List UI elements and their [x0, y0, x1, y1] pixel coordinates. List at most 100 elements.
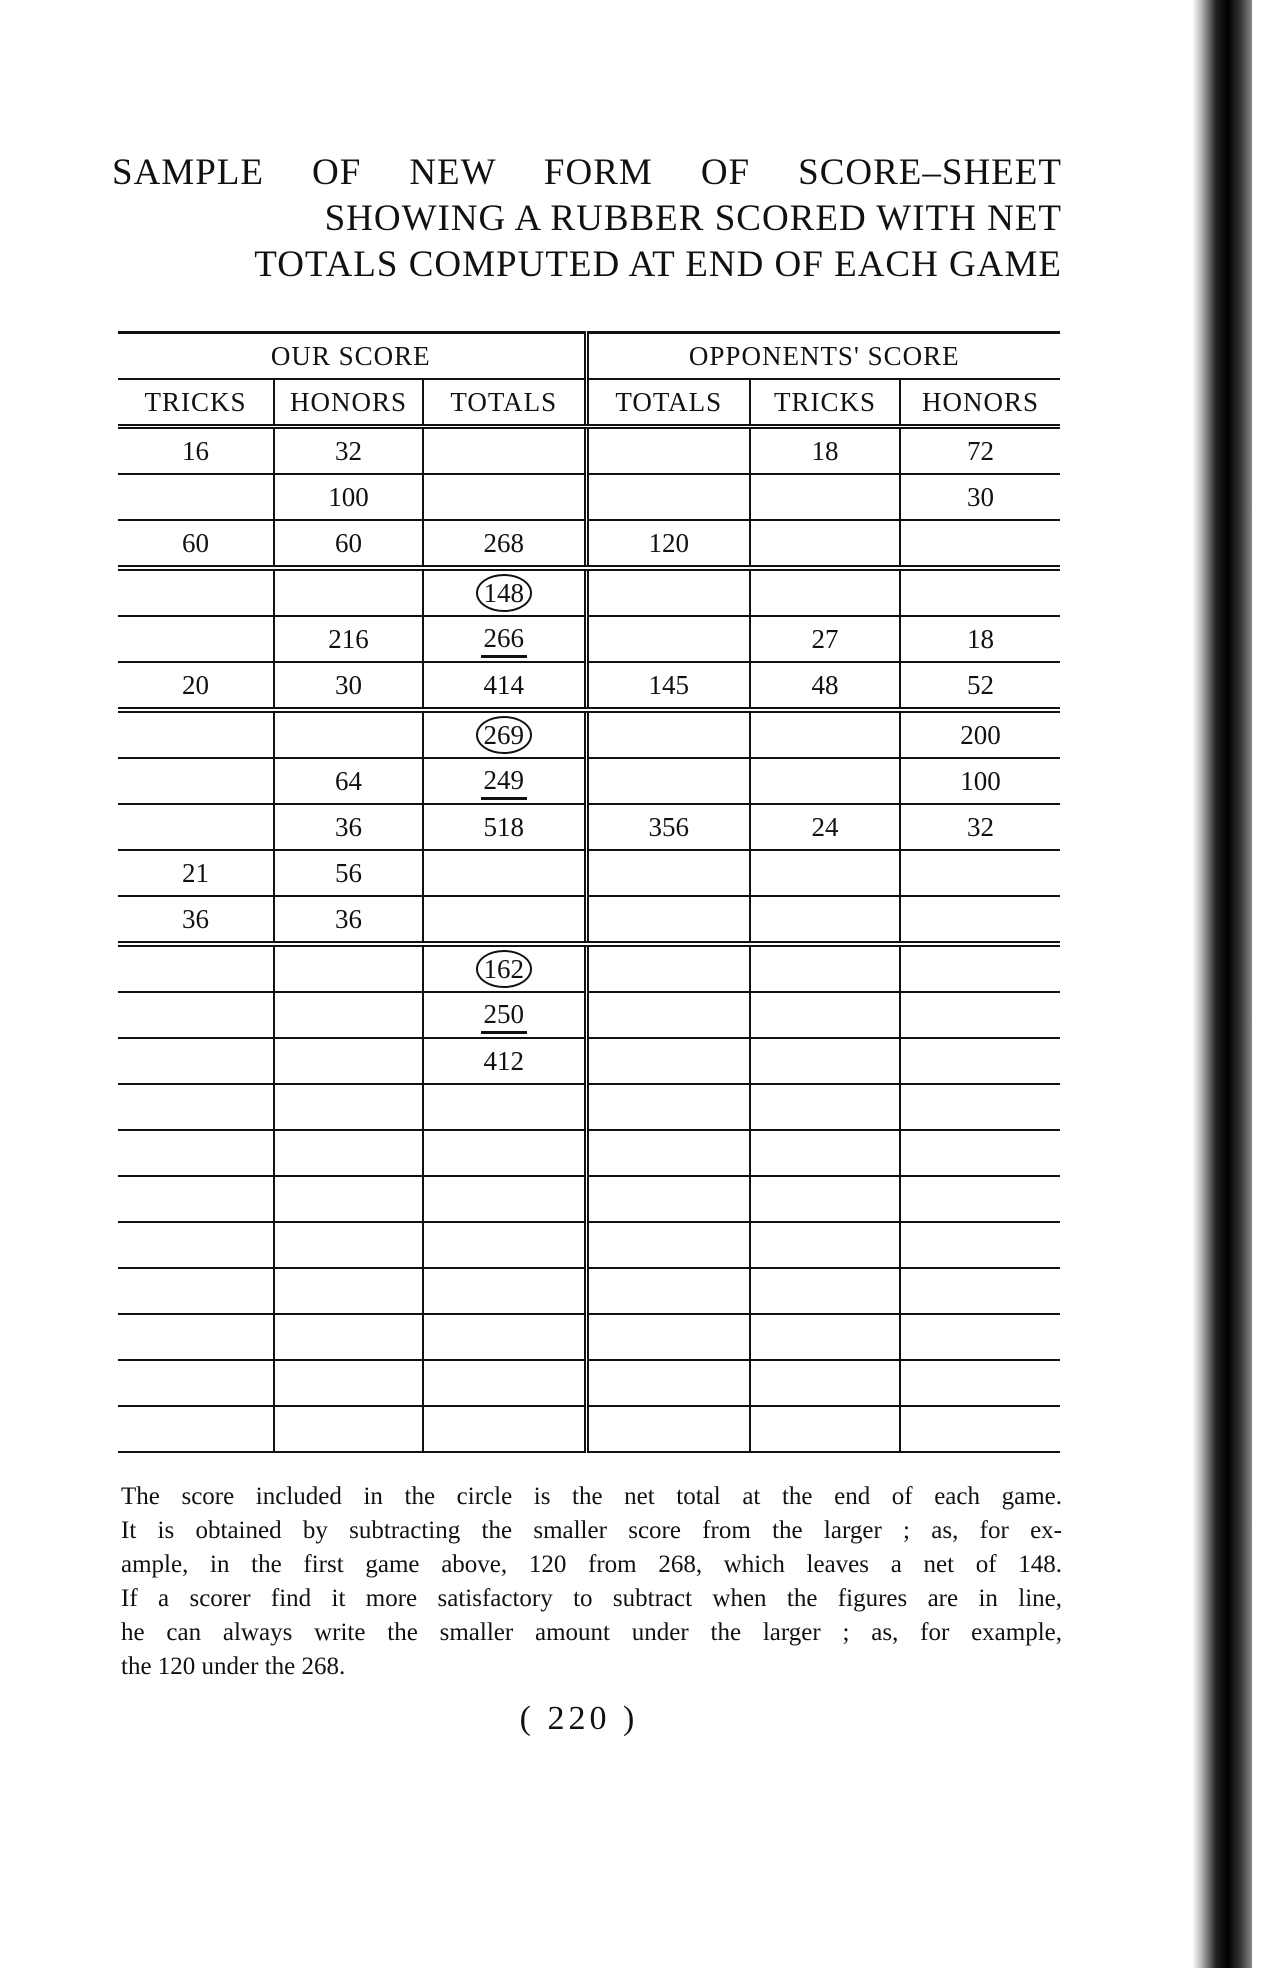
table-row: 36 36: [118, 896, 1061, 947]
score-cell: [749, 1222, 900, 1269]
score-cell: [749, 710, 900, 759]
score-value: 100: [328, 481, 369, 512]
score-cell: 60: [118, 520, 274, 571]
score-cell: [749, 1314, 900, 1361]
score-cell: 162: [422, 944, 586, 993]
table-row: 269 200: [118, 710, 1061, 759]
score-cell: 250: [422, 992, 586, 1039]
group-header-our-score: OUR SCORE: [118, 331, 586, 380]
table-row: 60 60 268 120: [118, 520, 1061, 571]
score-value: 268: [483, 527, 525, 558]
column-header-honors: HONORS: [898, 379, 1061, 429]
score-cell: [273, 1360, 423, 1407]
score-cell: [422, 1176, 586, 1223]
column-header-tricks: TRICKS: [749, 379, 900, 429]
score-cell: [273, 710, 423, 759]
score-value: 120: [648, 527, 690, 558]
table-row: [118, 1222, 1061, 1269]
score-cell: [422, 1406, 586, 1453]
score-cell: 356: [583, 804, 750, 851]
title-line-2: SHOWING A RUBBER SCORED WITH NET: [324, 198, 1062, 239]
score-cell: [422, 1360, 586, 1407]
score-cell: 56: [273, 850, 423, 897]
table-row: [118, 1360, 1061, 1407]
score-cell: [583, 1314, 750, 1361]
score-cell: [749, 896, 900, 947]
score-cell: [583, 474, 750, 521]
score-cell: 36: [273, 896, 423, 947]
caption-line: he can always write the smaller amount u…: [121, 1619, 1062, 1646]
score-cell: 36: [273, 804, 423, 851]
score-value: 200: [960, 719, 1001, 750]
score-cell: [118, 616, 274, 663]
score-cell: [749, 850, 900, 897]
table-row: [118, 1314, 1061, 1361]
score-cell: [118, 1268, 274, 1315]
score-cell: [583, 426, 750, 475]
score-cell: [118, 1406, 274, 1453]
score-cell: [749, 1038, 900, 1085]
score-cell: 414: [422, 662, 586, 713]
table-row: 36 518 356 24 32: [118, 804, 1061, 851]
score-cell: [749, 520, 900, 571]
caption-line: the 120 under the 268.: [121, 1653, 346, 1680]
column-header-totals: TOTALS: [422, 379, 586, 429]
score-value: 60: [182, 527, 209, 558]
score-cell: [749, 992, 900, 1039]
title-line-3: TOTALS COMPUTED AT END OF EACH GAME: [254, 244, 1062, 285]
score-cell: [118, 474, 274, 521]
score-cell: [583, 1406, 750, 1453]
score-cell: 30: [898, 474, 1061, 521]
score-value: 52: [967, 669, 995, 700]
score-value: 518: [483, 811, 525, 842]
score-cell: [583, 896, 750, 947]
score-cell: [749, 1176, 900, 1223]
score-cell: [273, 1222, 423, 1269]
score-cell: [749, 1360, 900, 1407]
score-cell: [898, 1176, 1061, 1223]
score-cell: [583, 1176, 750, 1223]
score-cell: [898, 850, 1061, 897]
score-value: 20: [182, 669, 209, 700]
score-cell: [273, 1406, 423, 1453]
score-cell: [118, 1222, 274, 1269]
score-value: 64: [335, 765, 362, 796]
score-value: 36: [335, 811, 362, 842]
score-cell: [273, 568, 423, 617]
score-cell: 52: [898, 662, 1061, 713]
page-number: ( 220 ): [519, 1700, 639, 1737]
score-cell: 412: [422, 1038, 586, 1085]
score-cell: 20: [118, 662, 274, 713]
score-cell: [583, 992, 750, 1039]
table-row: 250: [118, 992, 1061, 1039]
score-cell: [749, 944, 900, 993]
column-header-tricks: TRICKS: [118, 379, 274, 429]
score-cell: [583, 1130, 750, 1177]
table-row: 412: [118, 1038, 1061, 1085]
table-row: [118, 1268, 1061, 1315]
score-value: 145: [648, 669, 690, 700]
table-row: [118, 1406, 1061, 1453]
net-total-circled: 269: [475, 716, 532, 754]
table-row: 100 30: [118, 474, 1061, 521]
score-cell: 266: [422, 616, 586, 663]
page-title: SAMPLE OF NEW FORM OF SCORE–SHEET SHOWIN…: [112, 150, 1062, 288]
score-cell: 30: [273, 662, 423, 713]
table-row: 20 30 414 145 48 52: [118, 662, 1061, 713]
score-cell: 16: [118, 426, 274, 475]
net-total-circled: 148: [475, 574, 532, 612]
score-cell: [583, 1222, 750, 1269]
score-cell: 100: [273, 474, 423, 521]
table-row: 162: [118, 944, 1061, 993]
score-value: 18: [811, 435, 839, 466]
score-value: 216: [328, 623, 369, 654]
score-cell: [273, 1314, 423, 1361]
score-cell: [422, 426, 586, 475]
score-cell: [118, 568, 274, 617]
score-cell: [583, 1084, 750, 1131]
score-cell: [422, 1222, 586, 1269]
score-cell: [749, 1406, 900, 1453]
score-value: 32: [335, 435, 362, 466]
score-cell: [422, 1268, 586, 1315]
score-cell: 216: [273, 616, 423, 663]
